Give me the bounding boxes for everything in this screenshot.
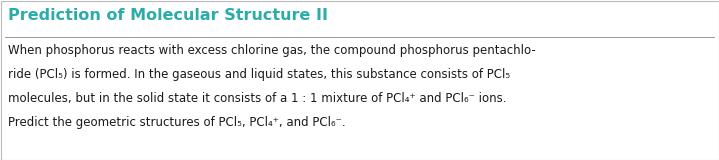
Text: ride (PCl₅) is formed. In the gaseous and liquid states, this substance consists: ride (PCl₅) is formed. In the gaseous an… bbox=[8, 68, 510, 81]
Text: molecules, but in the solid state it consists of a 1 : 1 mixture of PCl₄⁺ and PC: molecules, but in the solid state it con… bbox=[8, 92, 506, 105]
Text: When phosphorus reacts with excess chlorine gas, the compound phosphorus pentach: When phosphorus reacts with excess chlor… bbox=[8, 44, 536, 57]
Text: Predict the geometric structures of PCl₅, PCl₄⁺, and PCl₆⁻.: Predict the geometric structures of PCl₅… bbox=[8, 116, 346, 129]
Text: Prediction of Molecular Structure II: Prediction of Molecular Structure II bbox=[8, 8, 328, 23]
